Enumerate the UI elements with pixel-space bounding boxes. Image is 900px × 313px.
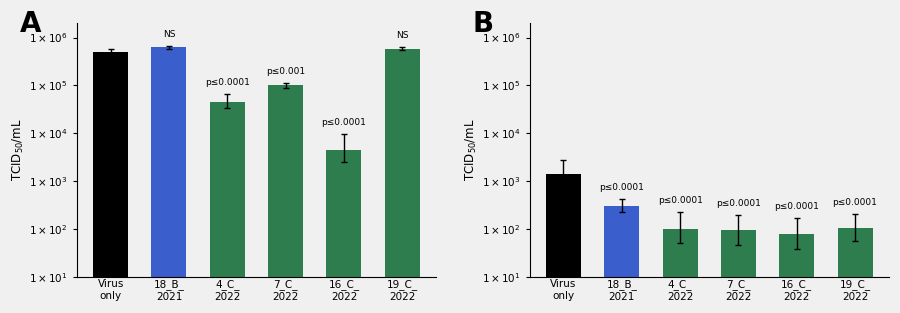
Text: p≤0.0001: p≤0.0001	[321, 118, 366, 127]
Bar	[721, 230, 756, 313]
Bar	[779, 234, 814, 313]
Text: p≤0.0001: p≤0.0001	[832, 198, 878, 207]
Bar	[385, 49, 419, 313]
Bar	[151, 48, 186, 313]
Bar	[662, 229, 698, 313]
Text: p≤0.0001: p≤0.0001	[774, 202, 819, 211]
Bar	[268, 85, 303, 313]
Bar	[210, 102, 245, 313]
Bar	[546, 174, 580, 313]
Text: NS: NS	[396, 32, 409, 40]
Text: NS: NS	[163, 30, 176, 39]
Bar	[94, 52, 128, 313]
Text: A: A	[20, 11, 40, 38]
Text: p≤0.0001: p≤0.0001	[716, 199, 760, 208]
Text: p≤0.0001: p≤0.0001	[205, 78, 250, 87]
Text: p≤0.001: p≤0.001	[266, 67, 305, 76]
Y-axis label: TCID$_{50}$/mL: TCID$_{50}$/mL	[11, 119, 26, 181]
Text: p≤0.0001: p≤0.0001	[599, 183, 644, 192]
Bar	[838, 228, 873, 313]
Bar	[327, 150, 362, 313]
Y-axis label: TCID$_{50}$/mL: TCID$_{50}$/mL	[464, 119, 479, 181]
Text: p≤0.0001: p≤0.0001	[658, 197, 703, 205]
Text: B: B	[472, 11, 493, 38]
Bar	[604, 206, 639, 313]
